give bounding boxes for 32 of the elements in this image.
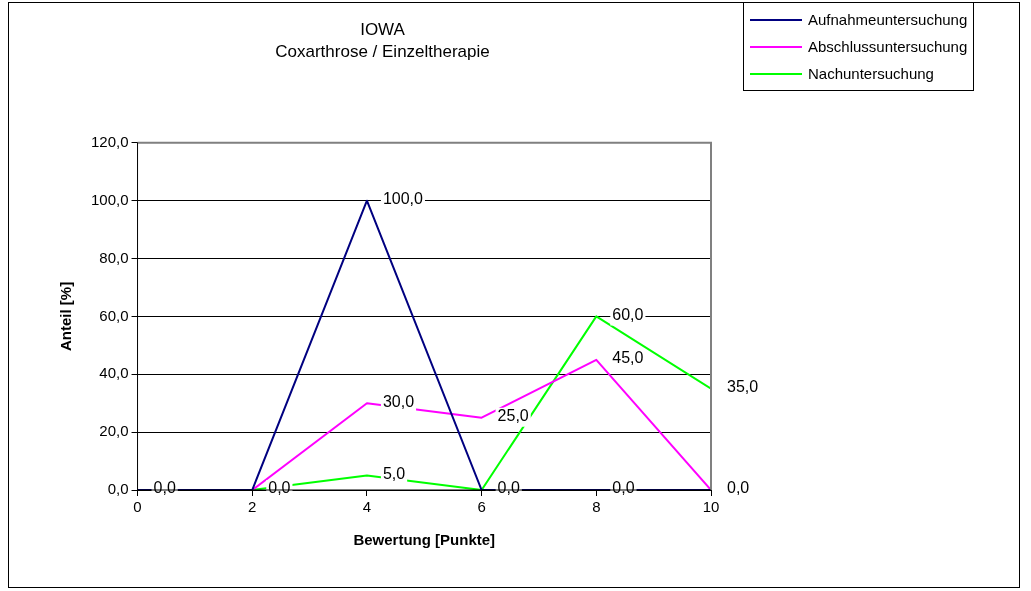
x-tick-label: 8 (592, 498, 601, 516)
y-tick-label: 80,0 (99, 248, 129, 266)
legend-label: Nachuntersuchung (808, 65, 934, 82)
y-tick-label: 0,0 (107, 480, 129, 498)
x-tick-label: 10 (702, 498, 720, 516)
x-tick-label: 0 (133, 498, 142, 516)
y-tick-label: 60,0 (99, 306, 129, 324)
x-tick-label: 6 (477, 498, 486, 516)
data-label: 30,0 (382, 392, 415, 410)
data-label: 0,0 (153, 479, 176, 497)
chart-title: IOWA (360, 19, 406, 39)
x-tick-label: 4 (362, 498, 372, 516)
data-label: 35,0 (727, 378, 759, 396)
data-label: 0,0 (497, 479, 520, 497)
x-tick-label: 2 (248, 498, 257, 516)
y-tick-label: 100,0 (90, 190, 129, 208)
y-tick-label: 20,0 (99, 422, 129, 440)
y-tick-label: 40,0 (99, 364, 129, 382)
data-label: 25,0 (497, 407, 529, 425)
data-label: 60,0 (612, 305, 644, 323)
data-label: 5,0 (382, 464, 406, 482)
data-label: 0,0 (727, 479, 750, 497)
chart-subtitle: Coxarthrose / Einzeltherapie (275, 42, 490, 62)
data-label: 100,0 (382, 190, 424, 208)
data-label: 0,0 (268, 479, 291, 497)
data-label: 45,0 (612, 349, 644, 367)
legend-label: Abschlussuntersuchung (808, 38, 968, 55)
legend-label: Aufnahmeuntersuchung (808, 11, 968, 28)
y-tick-label: 120,0 (90, 132, 129, 150)
x-axis-title: Bewertung [Punkte] (353, 531, 496, 549)
data-label: 0,0 (612, 479, 635, 497)
y-axis-title: Anteil [%] (57, 281, 75, 351)
